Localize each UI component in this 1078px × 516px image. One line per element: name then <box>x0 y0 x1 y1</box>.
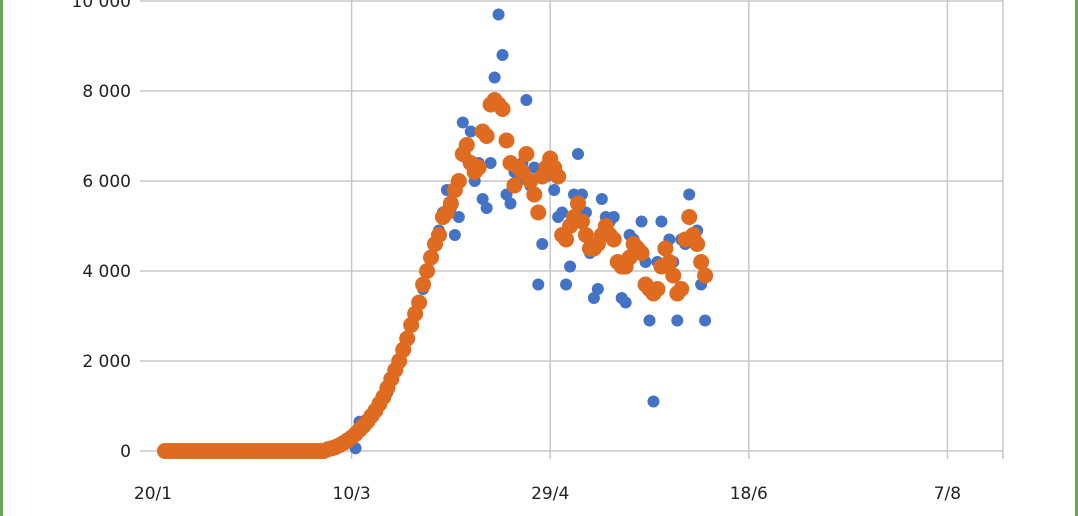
point <box>480 202 493 214</box>
point <box>573 213 590 230</box>
grid <box>140 0 1004 459</box>
point <box>526 186 543 203</box>
point <box>504 197 517 210</box>
point <box>558 231 575 248</box>
point <box>530 204 547 221</box>
y-tick-label: 8 000 <box>82 82 131 102</box>
point <box>399 330 416 347</box>
point <box>619 296 632 309</box>
point <box>498 132 515 149</box>
data-points <box>156 8 714 459</box>
point <box>520 94 533 106</box>
point <box>548 184 561 196</box>
point <box>633 245 650 261</box>
point <box>492 8 505 21</box>
point <box>442 195 459 212</box>
point <box>560 278 573 291</box>
point <box>464 125 477 138</box>
point <box>532 278 545 291</box>
point <box>484 157 497 169</box>
point <box>683 188 696 201</box>
point <box>488 71 501 84</box>
point <box>643 314 656 327</box>
point <box>456 116 469 129</box>
y-tick-label: 10 000 <box>72 0 131 12</box>
point <box>452 211 465 223</box>
point <box>496 49 509 61</box>
point <box>478 128 495 144</box>
x-tick-label: 20/1 <box>134 484 172 504</box>
x-tick-label: 10/3 <box>333 484 371 504</box>
y-tick-label: 6 000 <box>82 172 131 192</box>
x-tick-label: 7/8 <box>934 484 961 504</box>
point <box>635 215 648 228</box>
y-tick-label: 0 <box>120 442 131 462</box>
tick-labels: 0 2 000 4 000 6 000 8 000 10 000 20/1 10/3 29/4 1… <box>72 0 962 504</box>
point <box>681 209 698 225</box>
point <box>458 137 475 153</box>
point <box>655 215 668 228</box>
point <box>657 240 674 257</box>
point <box>697 267 714 284</box>
point <box>448 229 461 241</box>
point <box>506 177 523 194</box>
point <box>550 168 567 185</box>
point <box>556 206 569 219</box>
point <box>595 193 608 205</box>
point <box>699 314 712 327</box>
point <box>572 148 584 160</box>
point <box>430 227 447 243</box>
point <box>591 283 604 295</box>
point <box>419 263 436 279</box>
point <box>647 395 660 408</box>
point <box>518 146 535 162</box>
x-tick-label: 18/6 <box>730 484 768 504</box>
point <box>470 159 487 176</box>
point <box>661 254 678 270</box>
point <box>689 236 706 252</box>
point <box>564 260 577 273</box>
point <box>476 193 489 205</box>
x-tick-label: 29/4 <box>531 484 569 504</box>
point <box>693 254 710 270</box>
point <box>649 281 666 297</box>
point <box>605 231 622 248</box>
y-tick-label: 2 000 <box>82 352 131 372</box>
point <box>536 238 549 250</box>
point <box>450 173 467 189</box>
point <box>423 249 440 266</box>
point <box>671 314 684 327</box>
point <box>673 281 690 297</box>
point <box>587 292 600 304</box>
point <box>665 267 682 284</box>
point <box>415 276 432 293</box>
point <box>494 101 511 117</box>
point <box>411 294 428 311</box>
point <box>577 227 594 243</box>
y-tick-label: 4 000 <box>82 262 131 282</box>
point <box>570 195 586 212</box>
